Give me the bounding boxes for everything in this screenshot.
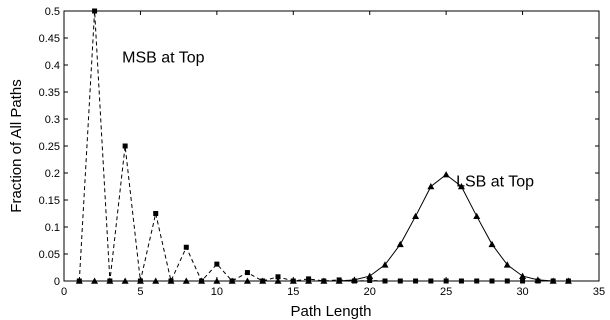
y-tick-label: 0.45 bbox=[39, 33, 60, 45]
x-tick-label: 20 bbox=[364, 286, 376, 298]
data-point-lsb bbox=[91, 277, 99, 284]
data-point-lsb bbox=[198, 277, 206, 284]
y-tick-label: 0.25 bbox=[39, 141, 60, 153]
data-point-lsb bbox=[396, 240, 404, 248]
y-tick-label: 0.3 bbox=[45, 114, 60, 126]
data-point-msb bbox=[244, 270, 250, 276]
data-point-msb bbox=[443, 278, 449, 284]
data-point-lsb bbox=[320, 277, 328, 284]
data-point-msb bbox=[183, 244, 189, 250]
data-point-lsb bbox=[228, 277, 236, 284]
data-point-msb bbox=[504, 278, 510, 284]
y-tick-label: 0.05 bbox=[39, 249, 60, 261]
x-tick-label: 10 bbox=[211, 286, 223, 298]
data-point-msb bbox=[397, 278, 403, 284]
data-point-lsb bbox=[412, 212, 420, 219]
data-point-lsb bbox=[427, 183, 435, 190]
y-tick-label: 0 bbox=[54, 276, 60, 288]
data-point-lsb bbox=[289, 277, 297, 284]
data-point-lsb bbox=[213, 277, 221, 284]
y-tick-label: 0.5 bbox=[45, 6, 60, 18]
y-tick-label: 0.15 bbox=[39, 195, 60, 207]
x-tick-label: 35 bbox=[593, 286, 605, 298]
series-line-msb bbox=[78, 10, 569, 283]
data-point-lsb bbox=[243, 277, 251, 284]
data-point-lsb bbox=[106, 277, 114, 284]
data-point-msb bbox=[489, 278, 495, 284]
x-tick-label: 25 bbox=[440, 286, 452, 298]
data-point-lsb bbox=[381, 261, 389, 268]
data-point-msb bbox=[520, 278, 526, 284]
y-tick-label: 0.4 bbox=[45, 60, 60, 72]
data-point-msb bbox=[367, 277, 373, 283]
annotation-lsb: LSB at Top bbox=[456, 174, 534, 191]
data-point-lsb bbox=[305, 277, 313, 284]
data-point-lsb bbox=[549, 277, 557, 284]
data-point-lsb bbox=[350, 276, 358, 283]
data-point-msb bbox=[458, 278, 464, 284]
data-point-lsb bbox=[75, 277, 83, 284]
data-point-lsb bbox=[335, 277, 343, 284]
y-tick-label: 0.1 bbox=[45, 222, 60, 234]
data-point-lsb bbox=[442, 171, 450, 178]
data-point-lsb bbox=[488, 240, 496, 248]
data-point-lsb bbox=[259, 277, 267, 284]
data-point-msb bbox=[413, 278, 419, 284]
data-point-msb bbox=[92, 8, 98, 14]
y-tick-label: 0.35 bbox=[39, 87, 60, 99]
data-point-lsb bbox=[136, 277, 144, 284]
data-point-msb bbox=[428, 278, 434, 284]
series-line-lsb bbox=[79, 173, 569, 282]
data-point-lsb bbox=[473, 212, 481, 219]
data-point-msb bbox=[382, 278, 388, 284]
x-axis-label: Path Length bbox=[291, 303, 372, 320]
x-tick-label: 0 bbox=[61, 286, 67, 298]
data-point-lsb bbox=[534, 276, 542, 283]
x-tick-label: 30 bbox=[516, 286, 528, 298]
data-point-lsb bbox=[503, 261, 511, 268]
y-tick-label: 0.2 bbox=[45, 168, 60, 180]
data-point-msb bbox=[122, 143, 128, 149]
data-point-msb bbox=[275, 274, 281, 280]
data-point-lsb bbox=[564, 277, 572, 284]
data-point-lsb bbox=[274, 277, 282, 284]
data-point-lsb bbox=[152, 277, 160, 284]
data-point-msb bbox=[474, 278, 480, 284]
data-point-lsb bbox=[366, 272, 374, 279]
y-axis-label: Fraction of All Paths bbox=[8, 79, 25, 212]
data-point-lsb bbox=[519, 272, 527, 279]
x-tick-label: 5 bbox=[137, 286, 143, 298]
x-tick-label: 15 bbox=[287, 286, 299, 298]
data-point-lsb bbox=[167, 277, 175, 284]
annotation-msb: MSB at Top bbox=[122, 49, 205, 66]
data-point-msb bbox=[214, 261, 220, 267]
data-point-lsb bbox=[182, 277, 190, 284]
data-point-lsb bbox=[457, 183, 465, 190]
plot-area: 0 5 10 15 20 25 30 35 0 0.05 0.1 0.15 0.2 0.25 0.3 0.35… bbox=[39, 6, 606, 298]
data-point-lsb bbox=[121, 277, 129, 284]
data-point-msb bbox=[153, 211, 159, 216]
